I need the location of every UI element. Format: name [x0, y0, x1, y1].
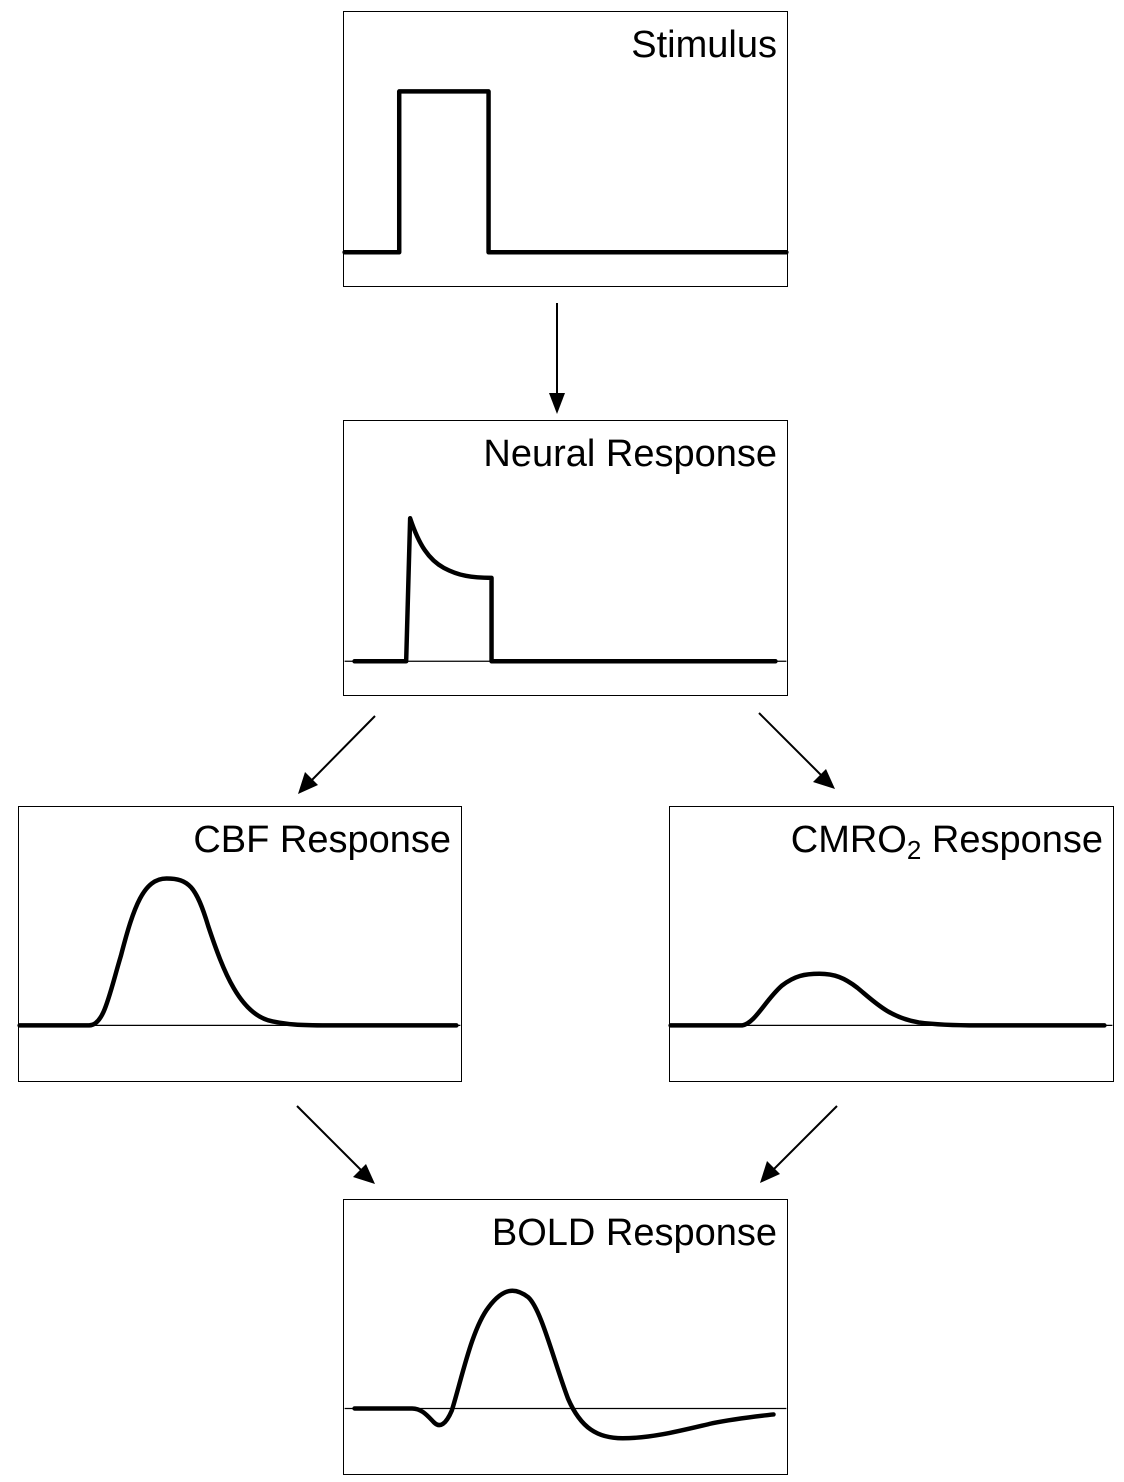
bold-response-plot	[344, 1288, 787, 1441]
arrow-stimulus-to-neural	[549, 303, 565, 414]
arrow-neural-to-cmro2	[758, 712, 835, 789]
arrow-cbf-to-bold	[296, 1105, 375, 1184]
cmro2-response-panel: CMRO2 Response	[668, 806, 1114, 1082]
bold-response-title: BOLD Response	[491, 1212, 777, 1254]
cmro2-title-rest: Response	[921, 819, 1103, 861]
bold-response-curve	[352, 1288, 776, 1441]
cmro2-title-subscript: 2	[906, 835, 922, 865]
bold-response-panel: BOLD Response	[343, 1199, 788, 1475]
neural-response-title: Neural Response	[483, 433, 777, 475]
neural-response-plot	[344, 516, 787, 664]
arrow-cmro2-to-bold	[760, 1105, 838, 1183]
cbf-response-plot	[17, 876, 461, 1028]
neural-response-panel: Neural Response	[343, 420, 788, 696]
cbf-response-curve	[17, 876, 459, 1028]
cmro2-response-title: CMRO2 Response	[790, 819, 1103, 863]
stimulus-panel: Stimulus	[342, 11, 789, 287]
stimulus-title: Stimulus	[631, 24, 777, 66]
cmro2-title-main: CMRO	[790, 819, 907, 861]
cbf-response-title: CBF Response	[193, 819, 451, 861]
cmro2-response-curve	[668, 971, 1107, 1028]
stimulus-curve	[342, 89, 789, 255]
arrow-neural-to-cbf	[298, 715, 376, 794]
cbf-response-panel: CBF Response	[17, 806, 462, 1082]
stimulus-plot	[342, 89, 789, 255]
cmro2-response-plot	[668, 971, 1113, 1028]
neural-response-curve	[352, 516, 778, 664]
